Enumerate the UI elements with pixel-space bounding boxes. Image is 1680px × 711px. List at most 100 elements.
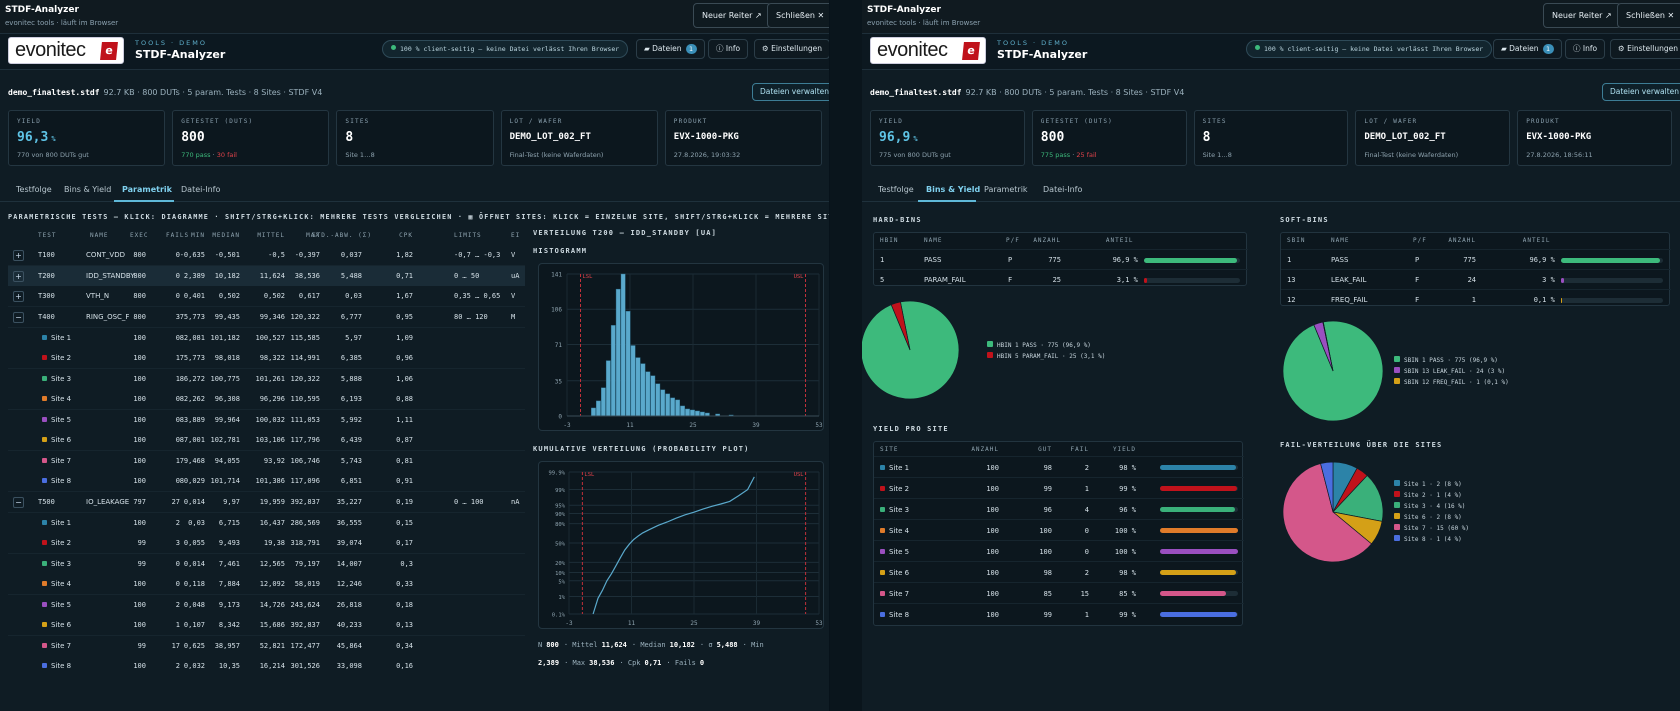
legend-item: Site 6 · 2 (8 %) [1394,513,1462,521]
files-button[interactable]: ▰ Dateien 1 [636,39,705,59]
test-row[interactable]: + T200 IDD_STANDBY 800 0 2,389 10,182 11,624 38,… [8,266,525,287]
cell-fails: 0 [175,395,180,403]
files-button[interactable]: ▰ Dateien 1 [1493,39,1562,59]
test-row[interactable]: − T500 IO_LEAKAGE 797 27 0,014 9,97 19,959 392,8… [8,492,525,513]
site-yield-row[interactable]: Site 1 100 98 2 98 % [874,456,1244,477]
site-yield-row[interactable]: Site 8 100 99 1 99 % [874,603,1244,624]
site-row[interactable]: Site 7 100 1 79,468 94,055 93,92 106,746 5,743 0… [8,451,525,472]
site-yield-row[interactable]: Site 2 100 99 1 99 % [874,477,1244,498]
site-yield-row[interactable]: Site 6 100 98 2 98 % [874,561,1244,582]
files-count-badge: 1 [685,44,697,54]
active-tab-indicator [114,200,174,202]
kpi-card-tested: GETESTET (DUTS) 800 770 pass · 30 fail [172,110,330,166]
settings-button[interactable]: ⚙ Einstellungen [1610,39,1680,59]
bin-share-fill [1560,298,1562,303]
site-yield-row[interactable]: Site 5 100 100 0 100 % [874,540,1244,561]
new-tab-button[interactable]: Neuer Reiter ↗ [1543,3,1621,28]
stat-label: · Max [564,659,586,667]
manage-files-button[interactable]: Dateien verwalten [1602,83,1680,101]
expand-toggle-icon[interactable]: + [13,250,24,261]
site-row[interactable]: Site 8 100 0 80,029 101,714 101,386 117,096 6,8… [8,471,525,492]
evonitec-logo[interactable]: evonitec e [870,37,986,64]
tab-testfolge[interactable]: Testfolge [16,185,52,194]
evonitec-logo[interactable]: evonitec e [8,37,124,64]
site-row[interactable]: Site 4 100 0 82,262 96,308 96,296 110,595 6,193… [8,389,525,410]
window-subtitle: evonitec tools · läuft im Browser [5,19,119,27]
expand-toggle-icon[interactable]: − [13,497,24,508]
cell-count: 100 [986,569,999,577]
cell-fails: 1 [175,354,180,362]
legend-label: HBIN 1 PASS · 775 (96,9 %) [997,342,1091,349]
test-row[interactable]: − T400 RING_OSC_F 800 3 75,773 99,435 99,346 120… [8,307,525,328]
file-meta: 92.7 KB · 800 DUTs · 5 param. Tests · 8 … [965,88,1185,97]
bin-percent: 96,9 % [1529,256,1555,264]
cell-exec: 100 [133,662,146,670]
site-row[interactable]: Site 3 99 0 0,014 7,461 12,565 79,197 14,007 0,3 [8,554,525,575]
manage-files-button[interactable]: Dateien verwalten [752,83,829,101]
site-row[interactable]: Site 1 100 2 0,03 6,715 16,437 286,569 36,555 0,… [8,513,525,534]
new-tab-button[interactable]: Neuer Reiter ↗ [693,3,771,28]
settings-button[interactable]: ⚙ Einstellungen [754,39,829,59]
cell-median: 8,342 [218,621,240,629]
expand-toggle-icon[interactable]: + [13,291,24,302]
site-row[interactable]: Site 6 100 1 0,107 8,342 15,686 392,837 40,233 0… [8,615,525,636]
site-row[interactable]: Site 6 100 0 87,001 102,781 103,106 117,796 6,4… [8,430,525,451]
histogram-bar [596,400,601,417]
window-gap [830,0,862,711]
kpi-sub: 27.8.2026, 18:56:11 [1526,151,1593,159]
bin-row[interactable]: 12 FREQ_FAIL F 1 0,1 % [1281,289,1671,309]
file-name: demo_finaltest.stdf [8,88,100,97]
col-header: STD.-ABW. (Σ) [312,232,372,239]
hard-bins-pie [862,300,960,400]
kpi-card-product: PRODUKT EVX-1000-PKG 27.8.2026, 18:56:11 [1517,110,1672,166]
site-label: Site 5 [42,601,71,609]
tab-parametrik[interactable]: Parametrik [984,185,1028,194]
site-yield-row[interactable]: Site 4 100 100 0 100 % [874,519,1244,540]
stat-label: · σ [699,641,713,649]
cell-exec: 100 [133,580,146,588]
bin-row[interactable]: 1 PASS P 775 96,9 % [1281,249,1671,269]
tab-datei-info[interactable]: Datei-Info [1043,185,1083,194]
info-button[interactable]: ⓘ Info [1565,39,1606,59]
bin-row[interactable]: 1 PASS P 775 96,9 % [874,249,1248,269]
site-row[interactable]: Site 1 100 0 82,081 101,182 100,527 115,585 5,9… [8,328,525,349]
site-row[interactable]: Site 2 99 3 0,055 9,493 19,38 318,791 39,074 0,1… [8,533,525,554]
close-window-button[interactable]: Schließen ✕ [1617,3,1680,28]
tab-bins-yield[interactable]: Bins & Yield [926,185,981,194]
tab-testfolge[interactable]: Testfolge [878,185,914,194]
site-row[interactable]: Site 2 100 1 75,773 98,018 98,322 114,991 6,385… [8,348,525,369]
test-row[interactable]: + T300 VTH_N 800 0 0,401 0,502 0,502 0,617 0,03 1,… [8,286,525,307]
site-row[interactable]: Site 5 100 2 0,048 9,173 14,726 243,624 26,818 0… [8,595,525,616]
close-window-button[interactable]: Schließen ✕ [767,3,829,28]
site-row[interactable]: Site 7 99 17 0,625 38,957 52,821 172,477 45,864… [8,636,525,657]
site-yield-row[interactable]: Site 7 100 85 15 85 % [874,582,1244,603]
info-button[interactable]: ⓘ Info [708,39,749,59]
cdf-series-line [592,476,755,615]
window-titlebar: STDF-Analyzer evonitec tools · läuft im B… [0,0,829,34]
site-row[interactable]: Site 8 100 2 0,032 10,35 16,214 301,526 33,098 0… [8,656,525,675]
bin-pf: F [1415,276,1420,284]
site-name: Site 8 [889,611,910,619]
cell-max: 318,791 [290,539,320,547]
stat-value: 11,624 [601,641,627,649]
cell-mean: 101,261 [255,375,285,383]
site-row[interactable]: Site 3 100 1 86,272 100,775 101,261 120,322 5,8… [8,369,525,390]
cell-min: 80,029 [179,477,205,485]
site-row[interactable]: Site 4 100 0 0,118 7,884 12,092 58,019 12,246 0,… [8,574,525,595]
tab-datei-info[interactable]: Datei-Info [181,185,221,194]
site-row[interactable]: Site 5 100 0 83,889 99,964 100,032 111,053 5,99… [8,410,525,431]
bin-row[interactable]: 13 LEAK_FAIL F 24 3 % [1281,269,1671,289]
tab-parametrik[interactable]: Parametrik [122,185,172,194]
site-yield-row[interactable]: Site 3 100 96 4 96 % [874,498,1244,519]
cell-max: 392,837 [290,621,320,629]
expand-toggle-icon[interactable]: − [13,312,24,323]
tab-bins-yield[interactable]: Bins & Yield [64,185,112,194]
pie-slice [890,301,911,351]
bin-percent: 0,1 % [1533,296,1555,304]
expand-toggle-icon[interactable]: + [13,271,24,282]
cell-fail: 2 [1084,569,1089,577]
cell-max: 106,746 [290,457,320,465]
bin-row[interactable]: 5 PARAM_FAIL F 25 3,1 % [874,269,1248,289]
test-row[interactable]: + T100 CONT_VDD 800 0 -0,635 -0,501 -0,5 -0,397 0… [8,245,525,266]
site-label: Site 6 [42,436,71,444]
